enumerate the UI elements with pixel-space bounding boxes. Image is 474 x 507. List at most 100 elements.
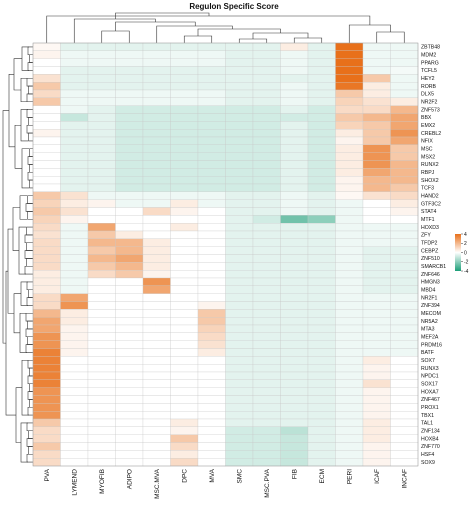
heatmap-cell — [60, 340, 89, 349]
heatmap-cell — [60, 230, 89, 239]
row-label: HAND2 — [421, 194, 439, 200]
row-label: SMARCB1 — [421, 264, 446, 270]
heatmap-cell — [335, 129, 364, 138]
heatmap-cell — [362, 442, 391, 451]
heatmap-cell — [280, 364, 309, 373]
heatmap-cell — [170, 66, 199, 75]
column-label: DPC — [181, 469, 188, 483]
dendrogram-branch — [29, 148, 33, 157]
heatmap-cell — [32, 152, 61, 161]
heatmap-cell — [142, 97, 171, 106]
row-label: MBD4 — [421, 288, 436, 294]
heatmap-cell — [142, 207, 171, 216]
heatmap-cell — [60, 270, 89, 279]
heatmap-cell — [307, 105, 336, 114]
heatmap-cell — [60, 136, 89, 145]
heatmap-cell — [390, 442, 419, 451]
heatmap-cell — [197, 89, 226, 98]
column-dendrogram — [46, 12, 405, 43]
heatmap-cell — [142, 364, 171, 373]
row-label: TAL1 — [421, 421, 433, 427]
dendrogram-branch — [5, 270, 16, 416]
heatmap-cell — [60, 129, 89, 138]
heatmap-cell — [87, 403, 116, 412]
heatmap-cell — [390, 183, 419, 192]
heatmap-cell — [197, 450, 226, 459]
heatmap-cell — [197, 50, 226, 59]
dendrogram-branch — [27, 320, 33, 330]
heatmap-cell — [280, 215, 309, 224]
heatmap-cell — [335, 270, 364, 279]
heatmap-cell — [170, 371, 199, 380]
heatmap-cell — [280, 223, 309, 232]
row-label: ZNF770 — [421, 444, 440, 450]
heatmap-cell — [252, 348, 281, 357]
heatmap-cell — [142, 418, 171, 427]
heatmap-cell — [87, 168, 116, 177]
heatmap-cell — [142, 238, 171, 247]
heatmap-cell — [390, 223, 419, 232]
heatmap-cell — [307, 324, 336, 333]
heatmap-cell — [225, 340, 254, 349]
heatmap-cell — [390, 364, 419, 373]
heatmap-cell — [197, 176, 226, 185]
row-label: MECOM — [421, 311, 441, 317]
heatmap-cell — [115, 168, 144, 177]
dendrogram-branch — [26, 109, 33, 118]
heatmap-cell — [335, 89, 364, 98]
heatmap-cell — [115, 176, 144, 185]
heatmap-cell — [170, 136, 199, 145]
heatmap-cell — [225, 121, 254, 130]
heatmap-cell — [170, 97, 199, 106]
heatmap-cell — [390, 317, 419, 326]
heatmap-cell — [390, 324, 419, 333]
heatmap-cell — [87, 191, 116, 200]
heatmap-cell — [60, 215, 89, 224]
heatmap-cell — [115, 136, 144, 145]
heatmap-cell — [170, 411, 199, 420]
heatmap-cell — [252, 121, 281, 130]
heatmap-cell — [115, 144, 144, 153]
heatmap-cell — [170, 238, 199, 247]
heatmap-cell — [170, 191, 199, 200]
dendrogram-branch — [28, 117, 33, 126]
heatmap-cell — [32, 395, 61, 404]
heatmap-cell — [252, 371, 281, 380]
heatmap-cell — [32, 105, 61, 114]
heatmap-cell — [307, 207, 336, 216]
heatmap-cell — [197, 254, 226, 263]
heatmap-cell — [60, 262, 89, 271]
row-label: ZNF467 — [421, 397, 440, 403]
heatmap-cell — [142, 254, 171, 263]
heatmap-cell — [280, 458, 309, 467]
column-label: FIB — [291, 469, 298, 479]
heatmap-cell — [32, 144, 61, 153]
heatmap-cell — [32, 340, 61, 349]
heatmap-cell — [197, 411, 226, 420]
heatmap-cell — [335, 238, 364, 247]
heatmap-cell — [252, 82, 281, 91]
heatmap-cell — [362, 42, 391, 51]
heatmap-cell — [307, 152, 336, 161]
heatmap-cell — [362, 458, 391, 467]
heatmap-cell — [197, 144, 226, 153]
heatmap-cell — [197, 317, 226, 326]
row-label: NPDC1 — [421, 374, 439, 380]
legend-tick-label: -4 — [464, 269, 469, 275]
heatmap-cell — [197, 105, 226, 114]
color-legend: 4 2 0 -2 -4 — [455, 232, 469, 275]
heatmap-cell — [252, 262, 281, 271]
heatmap-cell — [362, 301, 391, 310]
heatmap-cell — [280, 207, 309, 216]
heatmap-cell — [362, 66, 391, 75]
heatmap-cell — [335, 223, 364, 232]
heatmap-cell — [252, 426, 281, 435]
heatmap-cell — [252, 97, 281, 106]
heatmap-cell — [335, 332, 364, 341]
row-label: ZNF510 — [421, 256, 440, 262]
heatmap-cell — [307, 411, 336, 420]
heatmap-cell — [225, 223, 254, 232]
heatmap-cell — [170, 458, 199, 467]
heatmap-cell — [252, 411, 281, 420]
heatmap-cell — [60, 42, 89, 51]
